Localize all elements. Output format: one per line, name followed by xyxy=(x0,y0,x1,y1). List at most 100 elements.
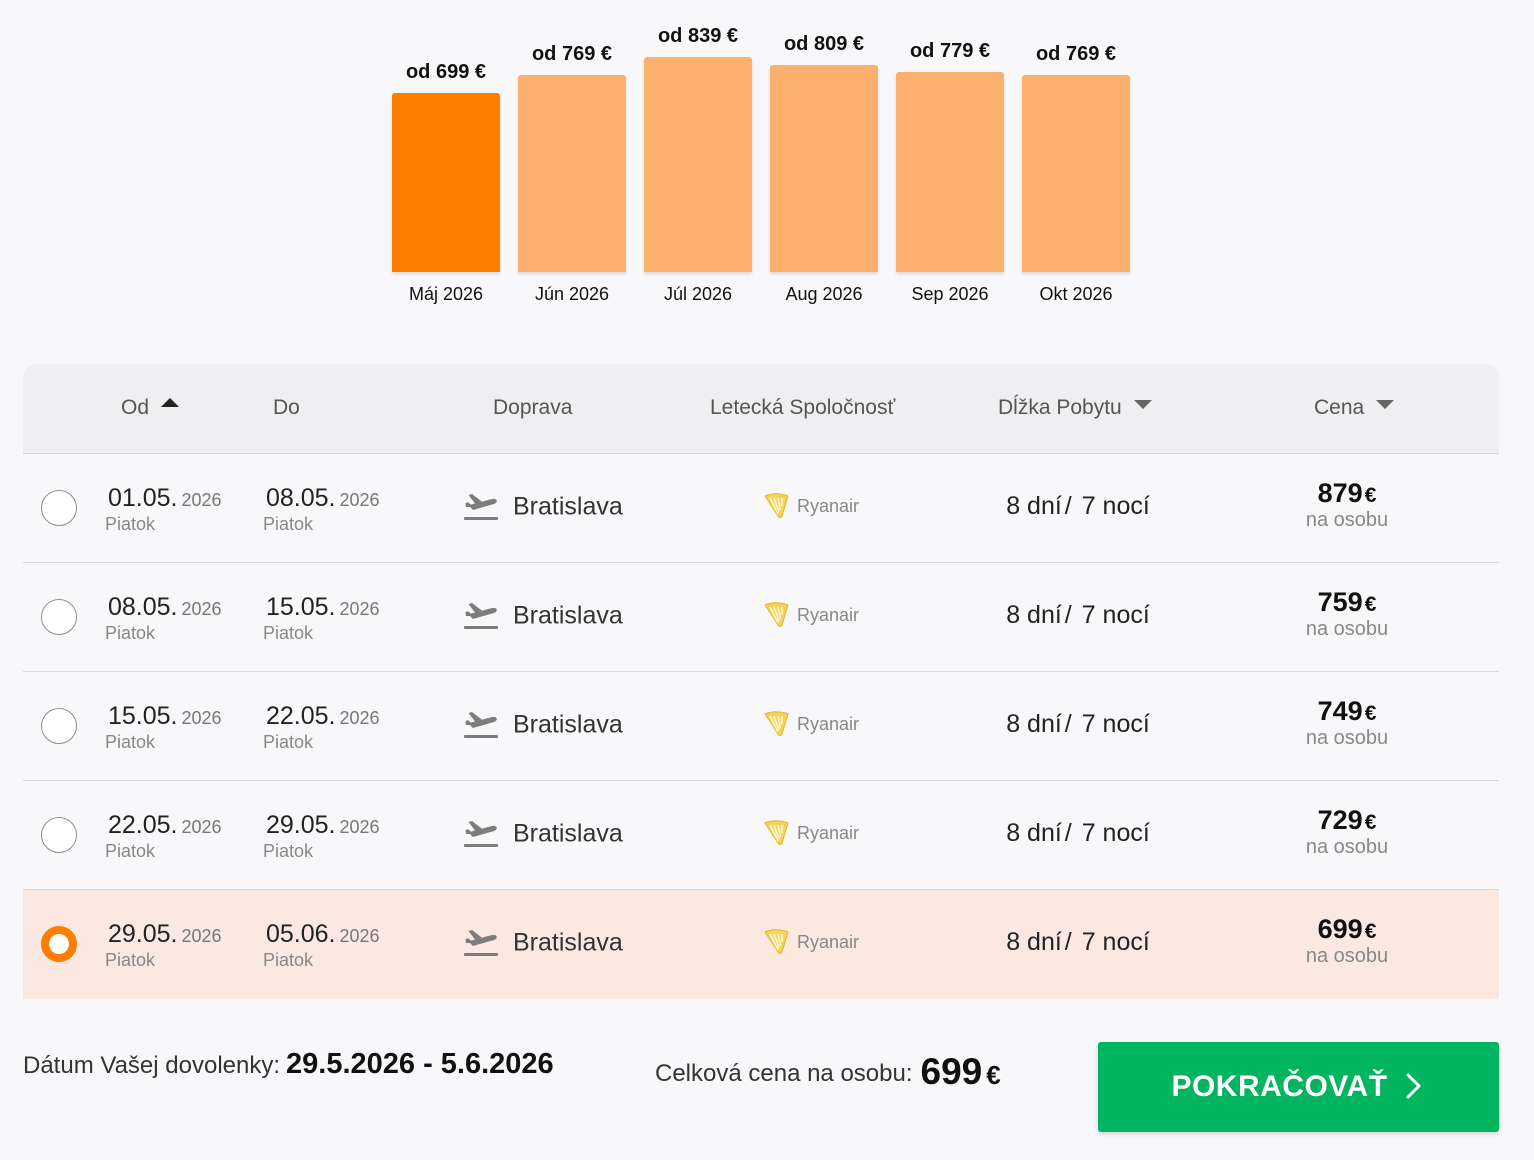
continue-button[interactable]: POKRAČOVAŤ xyxy=(1098,1042,1499,1132)
month-bar[interactable] xyxy=(1022,75,1130,272)
stay-nights: 7 nocí xyxy=(1081,492,1150,520)
month-bar[interactable] xyxy=(896,72,1004,272)
month-bar[interactable] xyxy=(518,75,626,272)
stay-days: 8 dní xyxy=(1006,710,1062,738)
column-header-od[interactable]: Od xyxy=(121,396,180,420)
column-header-duration[interactable]: Dĺžka Pobytu xyxy=(998,396,1152,420)
total-price-summary: Celková cena na osobu: 699 € xyxy=(655,1048,1001,1092)
month-price-label: od 769 € xyxy=(1035,43,1117,65)
return-date: 22.05. 2026 Piatok xyxy=(263,702,380,753)
price-cell: 759€ na osobu xyxy=(1267,587,1427,641)
stay-separator: / xyxy=(1064,601,1072,629)
price-currency: € xyxy=(1364,593,1377,616)
ryanair-harp-icon xyxy=(761,599,791,629)
departures-table: Od Do Doprava Letecká Spoločnosť Dĺžka P… xyxy=(23,364,1499,999)
return-date-day-month: 22.05. xyxy=(266,702,336,730)
airline-cell: Ryanair xyxy=(761,601,859,631)
stay-separator: / xyxy=(1064,819,1072,847)
price-per-person-note: na osobu xyxy=(1305,509,1389,531)
price-amount: 879 xyxy=(1317,478,1363,508)
return-date: 05.06. 2026 Piatok xyxy=(263,920,380,971)
departure-date-year: 2026 xyxy=(181,817,222,837)
month-bar-column[interactable]: od 699 € Máj 2026 xyxy=(392,20,500,310)
table-row[interactable]: 15.05. 2026 Piatok 22.05. 2026 Piatok Bratisla… xyxy=(23,672,1499,781)
column-header-price[interactable]: Cena xyxy=(1314,396,1395,420)
return-weekday: Piatok xyxy=(263,623,314,643)
departure-date: 15.05. 2026 Piatok xyxy=(105,702,222,753)
column-header-doprava[interactable]: Doprava xyxy=(493,396,572,420)
transport-departure-city: Bratislava xyxy=(513,928,623,957)
airplane-departure-icon xyxy=(461,705,501,741)
month-label: Aug 2026 xyxy=(785,284,863,304)
transport-cell: Bratislava xyxy=(461,817,623,853)
stay-nights: 7 nocí xyxy=(1081,710,1150,738)
table-row[interactable]: 01.05. 2026 Piatok 08.05. 2026 Piatok Bratisla… xyxy=(23,454,1499,563)
airline-name: Ryanair xyxy=(797,495,860,516)
return-date-day-month: 29.05. xyxy=(266,811,336,839)
stay-nights: 7 nocí xyxy=(1081,819,1150,847)
airline-cell: Ryanair xyxy=(761,710,859,740)
stay-separator: / xyxy=(1064,492,1072,520)
table-row[interactable]: 22.05. 2026 Piatok 29.05. 2026 Piatok Bratisla… xyxy=(23,781,1499,890)
row-radio-button[interactable] xyxy=(41,708,77,744)
return-date-year: 2026 xyxy=(339,926,380,946)
month-bar[interactable] xyxy=(392,93,500,272)
column-header-duration-label: Dĺžka Pobytu xyxy=(998,396,1122,419)
ryanair-harp-icon xyxy=(761,490,791,520)
return-weekday: Piatok xyxy=(263,514,314,534)
table-body: 01.05. 2026 Piatok 08.05. 2026 Piatok Bratisla… xyxy=(23,454,1499,999)
month-bar-column[interactable]: od 769 € Jún 2026 xyxy=(518,20,626,310)
month-price-label: od 839 € xyxy=(657,25,739,47)
departure-date-day-month: 01.05. xyxy=(108,484,178,512)
stay-duration: 8 dní/ 7 nocí xyxy=(963,928,1193,957)
departure-date: 01.05. 2026 Piatok xyxy=(105,484,222,535)
price-amount: 749 xyxy=(1317,696,1363,726)
row-radio-button[interactable] xyxy=(41,599,77,635)
table-row[interactable]: 08.05. 2026 Piatok 15.05. 2026 Piatok Bratisla… xyxy=(23,563,1499,672)
price-currency: € xyxy=(1364,920,1377,943)
departure-date-year: 2026 xyxy=(181,490,222,510)
stay-duration: 8 dní/ 7 nocí xyxy=(963,710,1193,739)
departure-date-day-month: 22.05. xyxy=(108,811,178,839)
price-amount: 699 xyxy=(1317,914,1363,944)
departure-date: 22.05. 2026 Piatok xyxy=(105,811,222,862)
departure-date-year: 2026 xyxy=(181,926,222,946)
departure-weekday: Piatok xyxy=(105,950,156,970)
return-date: 29.05. 2026 Piatok xyxy=(263,811,380,862)
row-radio-button[interactable] xyxy=(41,926,77,962)
month-label: Sep 2026 xyxy=(911,284,989,304)
transport-departure-city: Bratislava xyxy=(513,819,623,848)
price-per-person-note: na osobu xyxy=(1305,836,1389,858)
departure-date: 29.05. 2026 Piatok xyxy=(105,920,222,971)
column-header-od-label: Od xyxy=(121,396,150,419)
month-label: Júl 2026 xyxy=(663,284,733,304)
transport-departure-city: Bratislava xyxy=(513,710,623,739)
price-cell: 699€ na osobu xyxy=(1267,914,1427,968)
row-radio-button[interactable] xyxy=(41,817,77,853)
stay-duration: 8 dní/ 7 nocí xyxy=(963,601,1193,630)
month-bar-column[interactable]: od 809 € Aug 2026 xyxy=(770,20,878,310)
vacation-date-label: Dátum Vašej dovolenky: xyxy=(23,1052,281,1079)
departure-date-year: 2026 xyxy=(181,599,222,619)
table-row[interactable]: 29.05. 2026 Piatok 05.06. 2026 Piatok Bratisla… xyxy=(23,890,1499,999)
departure-weekday: Piatok xyxy=(105,623,156,643)
month-bar[interactable] xyxy=(770,65,878,272)
stay-duration: 8 dní/ 7 nocí xyxy=(963,492,1193,521)
return-date: 08.05. 2026 Piatok xyxy=(263,484,380,535)
departure-weekday: Piatok xyxy=(105,841,156,861)
month-bar[interactable] xyxy=(644,57,752,272)
row-radio-button[interactable] xyxy=(41,490,77,526)
stay-days: 8 dní xyxy=(1006,601,1062,629)
month-bar-column[interactable]: od 839 € Júl 2026 xyxy=(644,20,752,310)
total-price-value: 699 xyxy=(920,1051,983,1092)
transport-cell: Bratislava xyxy=(461,926,623,962)
stay-nights: 7 nocí xyxy=(1081,601,1150,629)
airline-name: Ryanair xyxy=(797,604,860,625)
price-currency: € xyxy=(1364,702,1377,725)
column-header-airline[interactable]: Letecká Spoločnosť xyxy=(710,396,895,420)
month-bar-column[interactable]: od 779 € Sep 2026 xyxy=(896,20,1004,310)
column-header-do[interactable]: Do xyxy=(273,396,300,420)
month-bar-column[interactable]: od 769 € Okt 2026 xyxy=(1022,20,1130,310)
column-header-doprava-label: Doprava xyxy=(493,396,573,419)
month-label: Okt 2026 xyxy=(1039,284,1113,304)
